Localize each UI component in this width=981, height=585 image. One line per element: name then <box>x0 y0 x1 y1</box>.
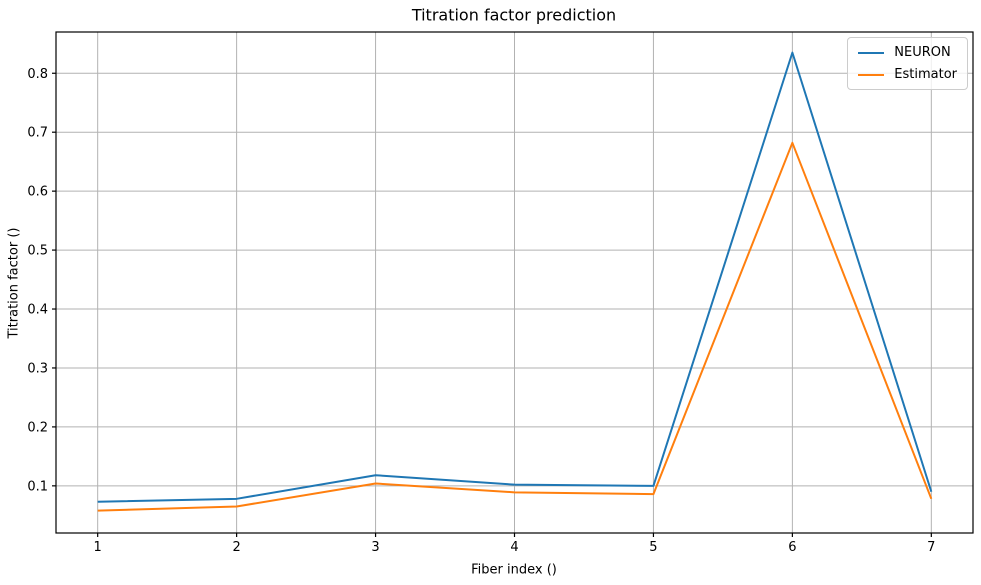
y-tick-label: 0.8 <box>27 67 48 82</box>
x-tick-label: 1 <box>94 540 102 555</box>
y-tick-label: 0.2 <box>27 420 48 435</box>
legend-entry-neuron: NEURON <box>858 45 957 60</box>
x-tick-label: 6 <box>788 540 796 555</box>
series-line-estimator <box>97 141 933 512</box>
y-tick-label: 0.4 <box>27 303 48 318</box>
y-tick-label: 0.7 <box>27 126 48 141</box>
y-tick-label: 0.6 <box>27 185 48 200</box>
x-tick-label: 5 <box>649 540 657 555</box>
legend-line-sample <box>858 73 885 76</box>
x-axis-label: Fiber index () <box>471 562 557 578</box>
y-tick-label: 0.5 <box>27 244 48 259</box>
y-tick-label: 0.3 <box>27 361 48 376</box>
y-axis-label: Titration factor () <box>6 227 22 339</box>
x-tick-label: 7 <box>927 540 935 555</box>
series-line-neuron <box>97 51 933 503</box>
legend-label: NEURON <box>894 45 951 60</box>
x-tick-label: 2 <box>232 540 240 555</box>
plot-title: Titration factor prediction <box>411 5 617 25</box>
x-tick-label: 3 <box>371 540 379 555</box>
legend-line-sample <box>858 51 885 54</box>
legend-label: Estimator <box>894 67 957 82</box>
y-tick-label: 0.1 <box>27 479 48 494</box>
x-tick-label: 4 <box>510 540 518 555</box>
legend-entry-estimator: Estimator <box>858 67 957 82</box>
legend: NEURON Estimator <box>847 37 968 90</box>
